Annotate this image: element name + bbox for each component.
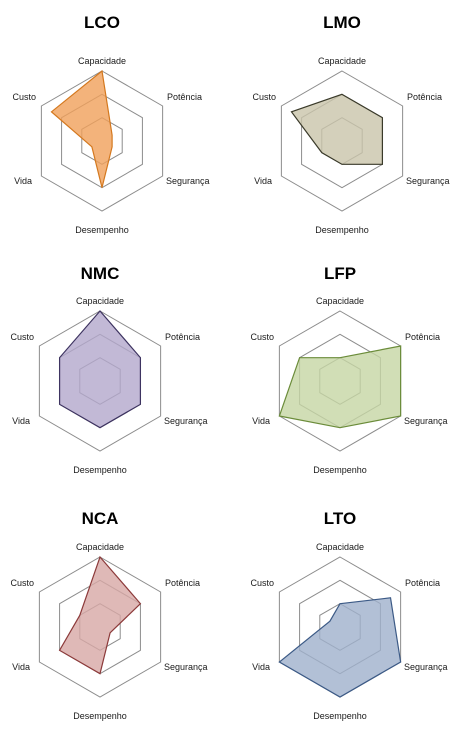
- axis-label-3: Segurança: [164, 662, 208, 672]
- chart-title: LCO: [84, 13, 120, 32]
- axis-label-1: Capacidade: [76, 296, 124, 306]
- radar-chart-lfp: LFP Capacidade Potência Segurança Desempenho…: [250, 264, 447, 475]
- axis-label-1: Capacidade: [76, 542, 124, 552]
- grid-ring: [40, 70, 164, 212]
- axis-label-3: Segurança: [404, 662, 448, 672]
- axis-label-4: Desempenho: [315, 225, 369, 235]
- axis-label-5: Vida: [14, 176, 32, 186]
- axis-label-6: Custo: [252, 92, 276, 102]
- axis-label-4: Desempenho: [313, 711, 367, 721]
- radar-chart-nmc: NMC Capacidade Potência Segurança Desempenho…: [10, 264, 207, 475]
- radar-chart-lco: LCO Capacidade Potência Segurança Desempenho…: [12, 13, 209, 235]
- series-polygon-nmc: [58, 310, 142, 429]
- axis-label-6: Custo: [250, 332, 274, 342]
- chart-title: NMC: [81, 264, 120, 283]
- axis-label-6: Custo: [12, 92, 36, 102]
- series-polygon-lfp: [278, 345, 402, 429]
- series-polygon-lmo: [290, 93, 384, 165]
- chart-title: NCA: [82, 509, 119, 528]
- grid-ring: [38, 310, 162, 452]
- axis-label-1: Capacidade: [318, 56, 366, 66]
- axis-label-2: Potência: [165, 578, 200, 588]
- axis-label-1: Capacidade: [316, 542, 364, 552]
- axis-label-5: Vida: [12, 416, 30, 426]
- axis-label-5: Vida: [252, 416, 270, 426]
- axis-label-4: Desempenho: [75, 225, 129, 235]
- axis-label-2: Potência: [405, 332, 440, 342]
- radar-chart-nca: NCA Capacidade Potência Segurança Desempenho…: [10, 509, 207, 721]
- grid-ring: [280, 70, 404, 212]
- grid-ring: [38, 556, 162, 698]
- axis-label-6: Custo: [250, 578, 274, 588]
- axis-label-2: Potência: [165, 332, 200, 342]
- axis-label-2: Potência: [167, 92, 202, 102]
- chart-title: LFP: [324, 264, 356, 283]
- axis-label-1: Capacidade: [78, 56, 126, 66]
- axis-label-6: Custo: [10, 332, 34, 342]
- axis-label-3: Segurança: [404, 416, 448, 426]
- series-polygon-lco: [50, 69, 113, 188]
- axis-label-5: Vida: [252, 662, 270, 672]
- axis-label-5: Vida: [254, 176, 272, 186]
- chart-title: LTO: [324, 509, 356, 528]
- axis-label-3: Segurança: [166, 176, 210, 186]
- axis-label-1: Capacidade: [316, 296, 364, 306]
- series-polygon-lto: [278, 597, 402, 698]
- radar-chart-lmo: LMO Capacidade Potência Segurança Desempenho…: [252, 13, 449, 235]
- axis-label-5: Vida: [12, 662, 30, 672]
- series-polygon-nca: [58, 555, 142, 675]
- axis-label-2: Potência: [407, 92, 442, 102]
- axis-label-3: Segurança: [406, 176, 450, 186]
- axis-label-4: Desempenho: [73, 465, 127, 475]
- axis-label-6: Custo: [10, 578, 34, 588]
- chart-title: LMO: [323, 13, 361, 32]
- axis-label-2: Potência: [405, 578, 440, 588]
- radar-chart-lto: LTO Capacidade Potência Segurança Desempenho…: [250, 509, 447, 721]
- axis-label-4: Desempenho: [313, 465, 367, 475]
- axis-label-4: Desempenho: [73, 711, 127, 721]
- axis-label-3: Segurança: [164, 416, 208, 426]
